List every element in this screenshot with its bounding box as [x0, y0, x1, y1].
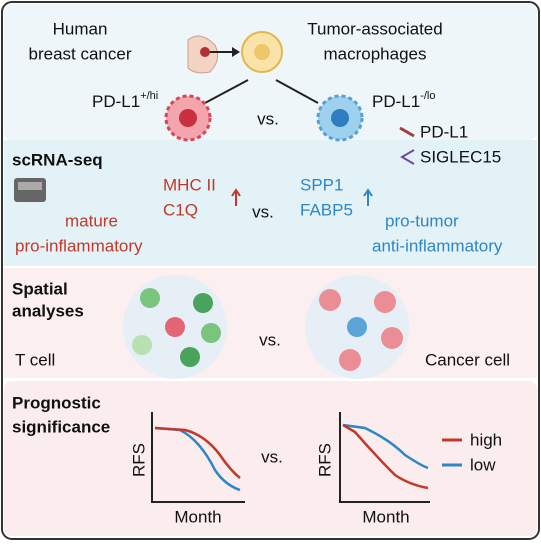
text: pro-tumor [385, 211, 459, 230]
section-title: Spatial [12, 279, 68, 298]
cancer-cell [319, 289, 341, 311]
text: breast cancer [29, 44, 132, 63]
text: PD-L1 [372, 92, 420, 111]
text: SIGLEC15 [420, 147, 501, 166]
text: C1Q [163, 200, 198, 219]
text: PD-L1 [92, 92, 140, 111]
text: pro-inflammatory [15, 236, 143, 255]
text: +/hi [140, 90, 158, 102]
section-title: scRNA-seq [12, 150, 103, 169]
text: vs. [252, 202, 274, 221]
text: vs. [259, 330, 281, 349]
text: macrophages [323, 44, 426, 63]
t-cell [201, 323, 221, 343]
sequencer-icon [18, 182, 42, 190]
curve-low [342, 423, 429, 470]
text: PD-L1+/hi [92, 90, 158, 112]
axis-label: Month [362, 507, 409, 526]
curve-low [154, 426, 241, 492]
cancer-cell [381, 327, 403, 349]
axis-label: RFS [129, 443, 148, 477]
text: mature [65, 211, 118, 230]
text: MHC II [163, 175, 216, 194]
text: Cancer cell [425, 350, 510, 369]
t-cell [132, 335, 152, 355]
pdl1-icon [399, 126, 415, 138]
nucleus [331, 109, 349, 127]
panel-scrna [4, 140, 537, 266]
text: Human [53, 19, 108, 38]
arrow [204, 79, 249, 104]
text: PD-L1 [420, 122, 468, 141]
arrow [275, 79, 319, 104]
macrophage [165, 317, 185, 337]
macrophage [347, 317, 367, 337]
text: FABP5 [300, 200, 353, 219]
curve-high [154, 426, 241, 479]
tumor-icon [200, 47, 210, 57]
panel-spatial [4, 268, 537, 378]
cancer-cell [374, 291, 396, 313]
text: vs. [261, 447, 283, 466]
siglec15-icon [400, 149, 415, 165]
t-cell [140, 288, 160, 308]
t-cell [180, 347, 200, 367]
axes [339, 412, 430, 503]
text: -/lo [420, 90, 435, 102]
legend-entry: high [470, 430, 502, 449]
text: T cell [15, 350, 55, 369]
section-title: significance [12, 417, 110, 436]
text: Tumor-associated [307, 19, 442, 38]
t-cell [193, 293, 213, 313]
curve-high [342, 423, 429, 490]
cancer-cell [339, 349, 361, 371]
section-title: Prognostic [12, 393, 101, 412]
arrow [232, 47, 240, 57]
text: vs. [257, 109, 279, 128]
axis-label: RFS [315, 443, 334, 477]
up-arrow [363, 188, 373, 206]
section-title: analyses [12, 301, 84, 320]
up-arrow [231, 188, 241, 206]
nucleus [179, 109, 197, 127]
text: SPP1 [300, 175, 343, 194]
panel-prognostic [4, 381, 537, 536]
nucleus [254, 44, 270, 60]
panel-top [4, 4, 537, 140]
legend-entry: low [470, 455, 496, 474]
axes [151, 412, 245, 503]
axis-label: Month [174, 507, 221, 526]
text: PD-L1-/lo [372, 90, 435, 112]
text: anti-inflammatory [372, 236, 503, 255]
